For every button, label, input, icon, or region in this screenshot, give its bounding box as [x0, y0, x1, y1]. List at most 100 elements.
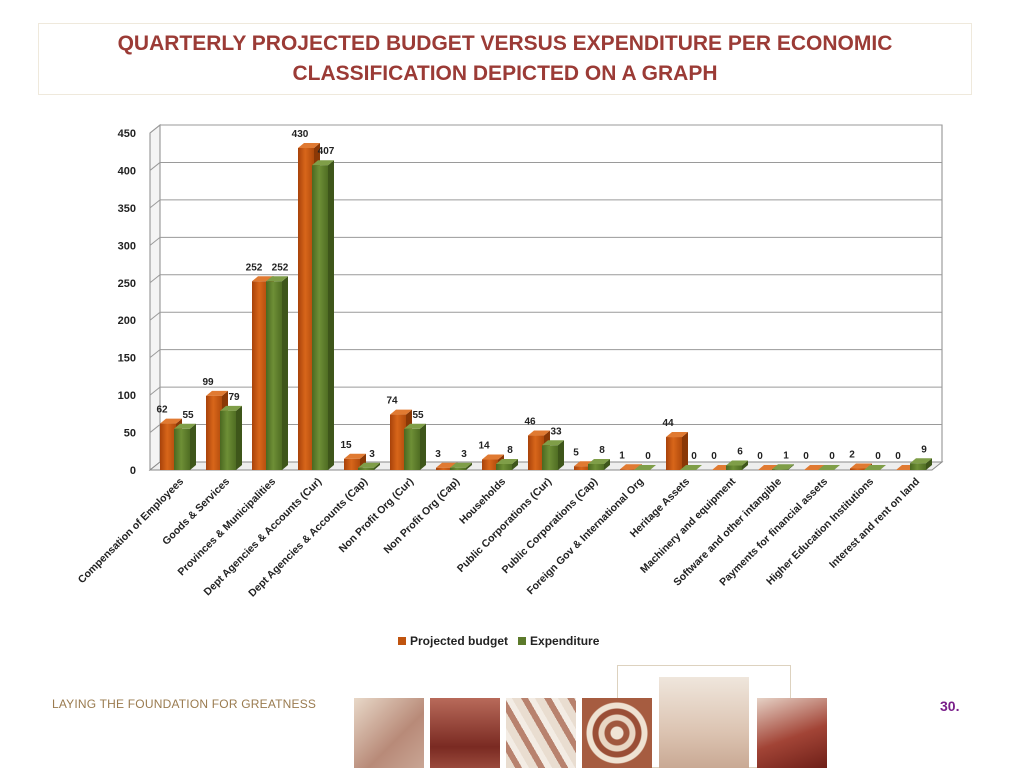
bar-expenditure-14-top — [818, 465, 840, 470]
bar-expenditure-7-front — [496, 464, 512, 470]
bar-expenditure-13 — [772, 464, 794, 470]
bar-expenditure-0-side — [190, 423, 196, 470]
value-label-budget: 252 — [246, 262, 263, 273]
value-label-budget: 44 — [662, 418, 674, 429]
bar-budget-15-front — [850, 468, 866, 470]
value-label-expenditure: 6 — [737, 447, 743, 458]
bar-expenditure-8-side — [558, 440, 564, 470]
value-label-expenditure: 9 — [921, 444, 927, 455]
value-label-budget: 2 — [849, 450, 855, 461]
saxophone-player-photo — [757, 698, 827, 768]
bar-budget-8-top — [528, 430, 550, 436]
value-label-budget: 0 — [757, 451, 763, 462]
gridline-side — [149, 349, 161, 359]
bar-expenditure-4-front — [358, 467, 374, 470]
bar-expenditure-11-top — [680, 465, 702, 470]
bar-expenditure-13-front — [772, 469, 788, 470]
value-label-budget: 74 — [386, 396, 398, 407]
value-label-expenditure: 79 — [228, 392, 240, 403]
bar-expenditure-5-side — [420, 423, 426, 470]
y-tick-label: 350 — [118, 203, 136, 215]
bar-expenditure-8-top — [542, 440, 564, 446]
x-tick-label: Provinces & Municipalities — [176, 476, 279, 579]
value-label-budget: 46 — [524, 417, 536, 428]
film-strip-photo — [506, 698, 576, 768]
value-label-expenditure: 3 — [369, 449, 375, 460]
x-tick-label: Interest and rent on land — [827, 476, 922, 571]
value-label-budget: 62 — [156, 405, 168, 416]
bar-expenditure-7-side — [512, 459, 518, 470]
y-tick-label: 100 — [118, 390, 136, 402]
beadwork-pattern-photo — [582, 698, 652, 768]
bar-expenditure-8 — [542, 440, 564, 470]
y-tick-label: 450 — [118, 128, 136, 140]
value-label-budget: 5 — [573, 447, 579, 458]
bar-expenditure-6 — [450, 462, 472, 470]
x-tick-label: Public Corporations (Cap) — [500, 476, 600, 576]
page-title: QUARTERLY PROJECTED BUDGET VERSUS EXPEND… — [117, 32, 893, 85]
gridline-side — [149, 424, 161, 433]
x-tick-label: Public Corporations (Cur) — [455, 476, 554, 575]
bar-expenditure-15 — [864, 465, 886, 470]
bar-budget-15-top — [850, 463, 872, 469]
legend-item-expenditure: Expenditure — [518, 634, 599, 648]
bar-expenditure-2-side — [282, 276, 288, 470]
bar-expenditure-16 — [910, 458, 932, 470]
y-tick-label: 0 — [130, 465, 136, 477]
value-label-expenditure: 8 — [599, 445, 605, 456]
bar-expenditure-4-top — [358, 462, 380, 468]
legend-label-budget: Projected budget — [410, 634, 509, 648]
tagline: LAYING THE FOUNDATION FOR GREATNESS — [52, 697, 317, 711]
y-tick-label: 50 — [124, 428, 136, 440]
gridline-side — [149, 124, 161, 134]
bar-expenditure-9 — [588, 459, 610, 470]
value-label-expenditure: 55 — [412, 410, 424, 421]
bar-budget-1-front — [206, 395, 222, 470]
value-label-expenditure: 55 — [182, 410, 194, 421]
bar-expenditure-9-top — [588, 459, 610, 465]
bar-expenditure-16-front — [910, 463, 926, 470]
chart-legend: Projected budget Expenditure — [398, 634, 599, 648]
legend-swatch-expenditure — [518, 637, 527, 645]
bar-expenditure-0-top — [174, 423, 196, 429]
bar-expenditure-14 — [818, 465, 840, 470]
bar-budget-7-front — [482, 459, 498, 470]
gridline-side — [149, 274, 161, 284]
value-label-expenditure: 252 — [272, 262, 289, 273]
value-label-expenditure: 0 — [829, 451, 835, 462]
y-tick-label: 150 — [118, 353, 136, 365]
bar-expenditure-6-top — [450, 462, 472, 468]
gridline-side — [149, 162, 161, 171]
bar-expenditure-1-side — [236, 405, 242, 470]
value-label-budget: 1 — [619, 450, 625, 461]
hands-writing-photo — [354, 698, 424, 768]
title-box: QUARTERLY PROJECTED BUDGET VERSUS EXPEND… — [38, 23, 972, 95]
value-label-expenditure: 407 — [318, 146, 335, 157]
bar-expenditure-3-side — [328, 160, 334, 471]
bar-expenditure-4-side — [374, 462, 380, 470]
y-tick-label: 200 — [118, 315, 136, 327]
bar-expenditure-4 — [358, 462, 380, 470]
x-tick-label: Machinery and equipment — [638, 475, 738, 575]
plot-back-wall — [159, 124, 943, 463]
bar-budget-3-top — [298, 142, 320, 148]
bar-expenditure-2-front — [266, 281, 282, 470]
bar-expenditure-0 — [174, 423, 196, 470]
bar-expenditure-5 — [404, 423, 426, 470]
bar-expenditure-0-front — [174, 428, 190, 470]
value-label-budget: 14 — [478, 441, 490, 452]
bar-expenditure-11 — [680, 465, 702, 470]
bar-expenditure-13-side — [788, 464, 794, 470]
value-label-expenditure: 33 — [550, 426, 562, 437]
gridline-side — [149, 236, 161, 246]
x-tick-label: Households — [457, 476, 508, 527]
value-label-budget: 99 — [202, 377, 214, 388]
plot-side-wall — [149, 123, 161, 472]
value-label-budget: 15 — [340, 440, 352, 451]
bar-expenditure-6-front — [450, 467, 466, 470]
bar-expenditure-12-top — [726, 460, 748, 466]
bar-budget-0-front — [160, 423, 176, 470]
y-tick-label: 250 — [118, 278, 136, 290]
bar-expenditure-5-front — [404, 428, 420, 470]
bar-expenditure-13-top — [772, 464, 794, 470]
